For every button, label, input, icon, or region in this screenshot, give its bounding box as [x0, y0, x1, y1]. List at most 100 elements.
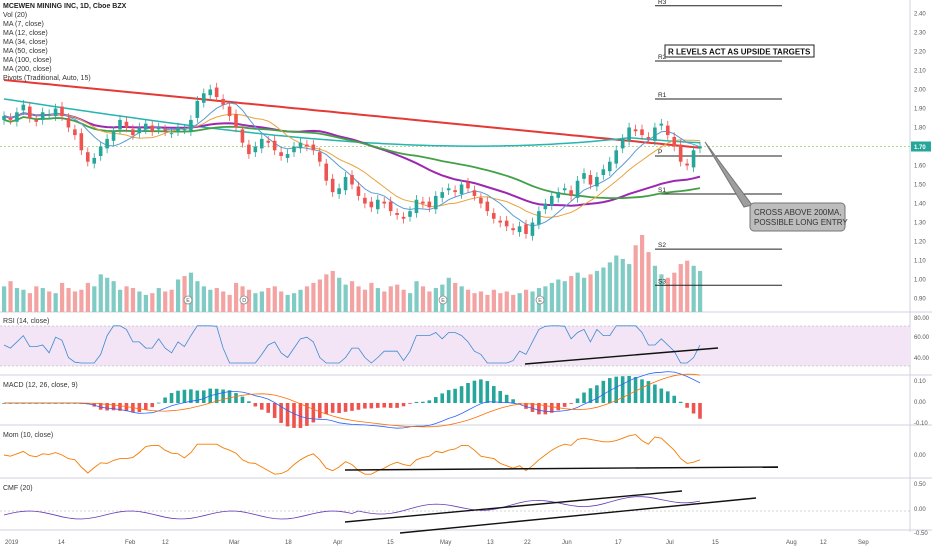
macd-histogram-bar: [169, 393, 174, 403]
macd-histogram-bar: [653, 384, 657, 403]
volume-bar: [8, 281, 13, 312]
volume-bar: [678, 264, 683, 312]
chart-title[interactable]: MCEWEN MINING INC, 1D, Cboe BZX: [3, 3, 127, 10]
candle-body: [85, 152, 90, 162]
mom-label[interactable]: Mom (10, close): [3, 432, 54, 439]
macd-histogram-bar: [350, 403, 354, 411]
candle-body: [691, 150, 696, 168]
legend-ma12[interactable]: MA (12, close): [3, 30, 48, 37]
macd-histogram-bar: [253, 403, 258, 407]
volume-bar: [652, 265, 658, 312]
earnings-marker: [183, 295, 193, 305]
volume-bar: [266, 288, 271, 312]
pivot-label: R1: [658, 92, 667, 99]
macd-histogram-bar: [640, 379, 644, 403]
candle-body: [408, 211, 412, 217]
time-tick-label: 17: [615, 540, 622, 546]
candle-body: [543, 203, 548, 210]
macd-histogram-bar: [163, 397, 167, 403]
volume-bar: [433, 288, 438, 312]
time-tick-label: 18: [285, 540, 292, 546]
legend-ma50[interactable]: MA (50, close): [3, 48, 48, 55]
macd-tick-label: -0.10: [914, 421, 928, 427]
macd-histogram-bar: [562, 403, 567, 407]
legend-ma7[interactable]: MA (7, close): [3, 21, 44, 28]
rsi-label[interactable]: RSI (14, close): [3, 318, 50, 325]
candle-body: [124, 121, 129, 128]
macd-histogram-bar: [311, 403, 316, 423]
candle-body: [305, 144, 309, 147]
volume-bar: [343, 284, 348, 312]
legend-ma200[interactable]: MA (200, close): [3, 66, 52, 73]
candle-body: [453, 190, 457, 193]
volume-bar: [504, 291, 509, 312]
volume-bar: [382, 291, 387, 312]
macd-histogram-bar: [685, 403, 689, 408]
candle-body: [485, 201, 490, 212]
candle-body: [665, 125, 670, 136]
rsi-tick-label: 60.00: [914, 335, 930, 341]
macd-histogram-bar: [234, 393, 238, 403]
arrow-callout: [704, 141, 753, 208]
price-tick-label: 1.20: [914, 240, 926, 246]
macd-histogram-bar: [582, 392, 586, 403]
candle-body: [105, 138, 109, 149]
macd-histogram-bar: [427, 400, 432, 403]
candle-body: [646, 136, 651, 139]
volume-bar: [466, 289, 471, 312]
volume-bar: [143, 294, 148, 312]
legend-ma34[interactable]: MA (34, close): [3, 39, 48, 46]
macd-histogram-bar: [105, 403, 109, 411]
price-tick-label: 2.40: [914, 11, 926, 17]
legend-pivots[interactable]: Pivots (Traditional, Auto, 15): [3, 75, 91, 82]
candle-body: [259, 138, 264, 149]
macd-label[interactable]: MACD (12, 26, close, 9): [3, 382, 78, 389]
candle-body: [221, 98, 225, 105]
rsi-band: [0, 326, 910, 366]
macd-histogram-bar: [176, 390, 180, 403]
candle-body: [15, 112, 19, 122]
volume-bar: [588, 274, 593, 312]
volume-bar: [156, 288, 161, 312]
volume-bar: [401, 289, 406, 312]
macd-histogram-bar: [266, 403, 271, 413]
volume-bar: [395, 284, 400, 312]
macd-histogram-bar: [479, 379, 483, 403]
cmf-label[interactable]: CMF (20): [3, 485, 33, 492]
candle-body: [672, 136, 677, 147]
volume-bar: [14, 288, 20, 312]
macd-histogram-bar: [317, 403, 322, 419]
candle-body: [163, 129, 167, 132]
macd-histogram-bar: [646, 381, 651, 403]
candle-body: [60, 106, 64, 117]
time-tick-label: Sep: [858, 540, 869, 546]
volume-bar: [627, 264, 632, 312]
volume-bar: [556, 279, 561, 312]
volume-bar: [253, 293, 258, 312]
volume-bar: [543, 286, 548, 312]
macd-histogram-bar: [150, 403, 155, 408]
cross-annotation-line1: CROSS ABOVE 200MA,: [754, 208, 842, 217]
candle-body: [659, 123, 664, 126]
pivot-label: R3: [658, 0, 667, 6]
volume-bar: [640, 235, 645, 312]
macd-histogram-bar: [414, 401, 419, 403]
volume-bar: [311, 282, 316, 312]
time-tick-label: Feb: [125, 540, 136, 546]
rsi-tick-label: 80.00: [914, 316, 930, 322]
volume-bar: [562, 281, 567, 312]
volume-bar: [614, 255, 619, 312]
macd-histogram-bar: [595, 385, 599, 403]
candle-body: [595, 176, 599, 187]
legend-ma100[interactable]: MA (100, close): [3, 57, 52, 64]
volume-bar: [40, 288, 45, 312]
volume-bar: [633, 245, 638, 312]
macd-histogram-bar: [182, 389, 187, 403]
cmf-trendline-upper: [344, 490, 683, 523]
volume-bar: [337, 277, 342, 312]
legend-vol[interactable]: Vol (20): [3, 12, 28, 19]
volume-bar: [594, 270, 600, 312]
candle-body: [266, 140, 271, 143]
price-tick-label: 1.80: [914, 125, 926, 131]
macd-histogram-bar: [491, 386, 496, 403]
